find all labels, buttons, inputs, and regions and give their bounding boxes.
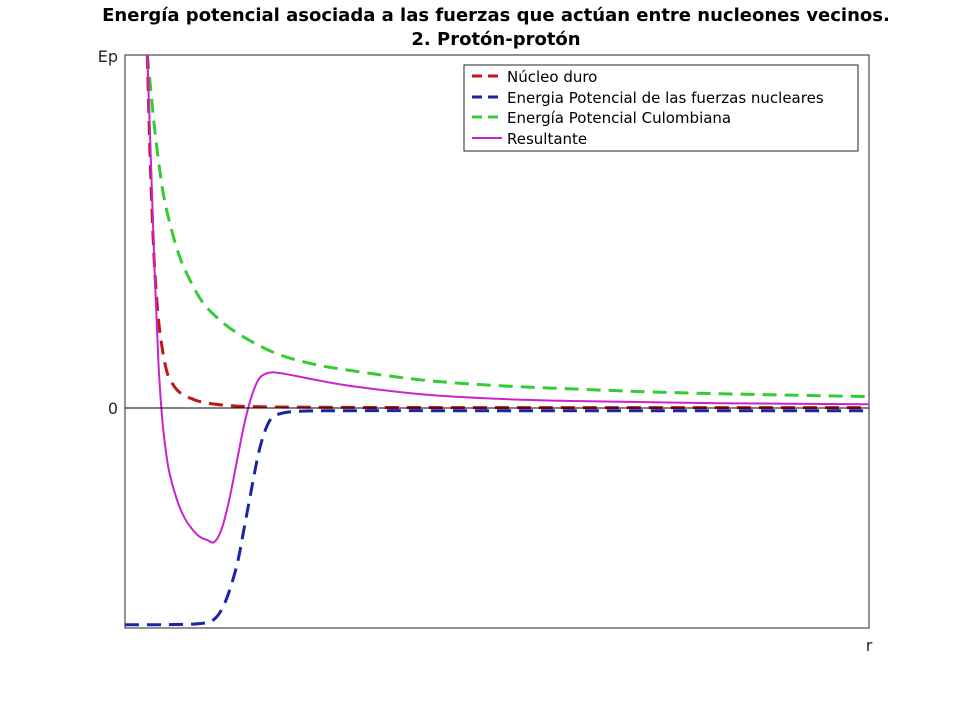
series-line-resultante [146,55,869,544]
series-layer [125,55,869,627]
series-line-fuerzas-nucleares [125,409,869,627]
x-axis-label: r [866,636,873,655]
legend-label-fuerzas-nucleares: Energia Potencial de las fuerzas nuclear… [507,89,824,107]
legend-box [463,64,859,152]
series-line-nucleo-duro [145,55,869,410]
legend-label-culombiana: Energía Potencial Culombiana [507,109,731,127]
chart-subtitle: 2. Protón-protón [411,29,580,50]
legend-label-resultante: Resultante [507,130,587,148]
legend: Núcleo duro Energia Potencial de las fue… [463,64,859,152]
y-axis-label: Ep [98,47,118,66]
legend-label-nucleo-duro: Núcleo duro [507,68,597,86]
series-line-culombiana [145,55,869,399]
y-tick-label-zero: 0 [108,399,118,418]
chart-title: Energía potencial asociada a las fuerzas… [102,5,890,26]
